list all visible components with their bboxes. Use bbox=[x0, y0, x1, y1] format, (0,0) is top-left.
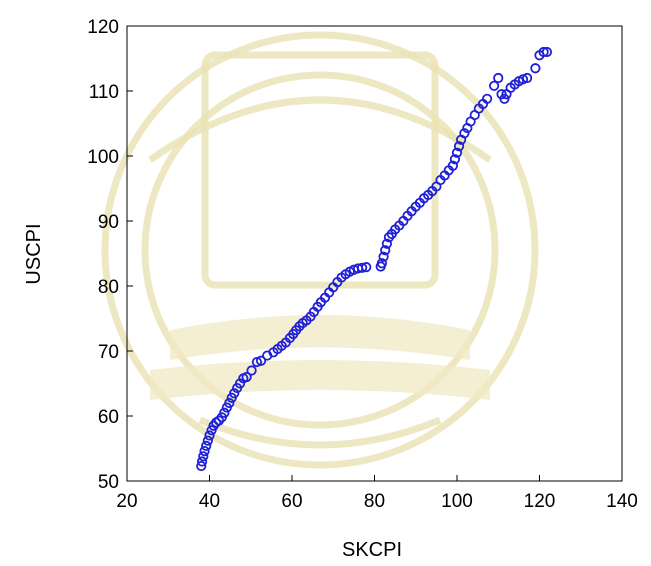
x-axis-ticks: 20 40 60 80 100 120 140 bbox=[116, 475, 638, 512]
data-point bbox=[196, 460, 207, 472]
data-point bbox=[493, 72, 504, 84]
x-tick-label: 120 bbox=[524, 491, 556, 512]
data-point bbox=[522, 72, 533, 84]
x-tick-label: 60 bbox=[281, 491, 302, 512]
y-tick-label: 110 bbox=[89, 82, 119, 103]
y-tick-label: 100 bbox=[87, 147, 119, 168]
data-point bbox=[196, 456, 208, 467]
x-tick-label: 100 bbox=[441, 491, 473, 512]
data-point bbox=[246, 365, 257, 376]
data-point bbox=[538, 46, 549, 58]
data-point bbox=[229, 388, 240, 399]
y-axis-ticks: 50 60 70 80 90 100 110 120 bbox=[87, 17, 133, 493]
data-point bbox=[241, 371, 252, 383]
data-point bbox=[198, 451, 209, 462]
data-point bbox=[219, 407, 230, 418]
data-point bbox=[202, 435, 213, 446]
data-point bbox=[453, 141, 465, 152]
y-tick-label: 60 bbox=[98, 407, 119, 428]
data-point bbox=[357, 262, 368, 273]
data-point bbox=[224, 397, 235, 409]
x-tick-label: 80 bbox=[364, 491, 385, 512]
y-axis-title: USCPI bbox=[23, 223, 45, 284]
y-tick-label: 70 bbox=[98, 342, 119, 363]
data-point bbox=[376, 258, 388, 269]
data-points bbox=[196, 46, 553, 472]
x-tick-label: 140 bbox=[606, 491, 638, 512]
data-point bbox=[459, 128, 470, 139]
y-tick-label: 90 bbox=[98, 212, 119, 233]
data-point bbox=[381, 238, 392, 249]
data-point bbox=[451, 147, 463, 158]
data-point bbox=[378, 251, 389, 262]
data-point bbox=[204, 430, 215, 441]
data-point bbox=[541, 46, 553, 58]
data-point bbox=[380, 245, 391, 256]
watermark-seal bbox=[101, 31, 539, 469]
y-tick-label: 50 bbox=[98, 472, 119, 493]
x-tick-label: 40 bbox=[199, 491, 220, 512]
data-point bbox=[489, 80, 500, 91]
data-point bbox=[449, 154, 461, 165]
data-point bbox=[199, 445, 210, 457]
data-point bbox=[201, 440, 212, 451]
data-point bbox=[255, 355, 267, 366]
x-tick-label: 20 bbox=[116, 491, 137, 512]
data-point bbox=[530, 63, 541, 74]
data-point bbox=[447, 160, 458, 171]
data-point bbox=[361, 262, 372, 273]
y-tick-label: 80 bbox=[98, 277, 119, 298]
x-axis-title: SKCPI bbox=[342, 539, 402, 561]
y-tick-label: 120 bbox=[87, 17, 119, 38]
data-point bbox=[482, 93, 493, 104]
